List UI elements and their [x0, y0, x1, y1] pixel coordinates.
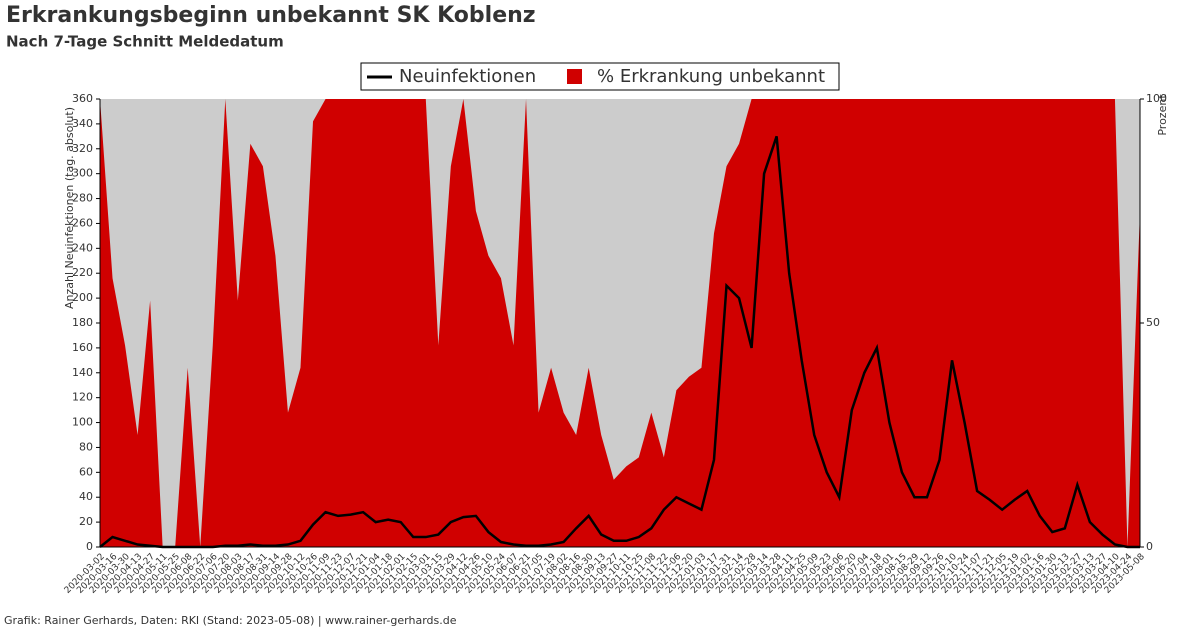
- y-tick-label: 80: [79, 440, 93, 453]
- y-tick-label: 260: [72, 216, 93, 229]
- y-tick-label: 300: [72, 167, 93, 180]
- y-tick-label: 340: [72, 117, 93, 130]
- legend-swatch: [567, 69, 582, 84]
- y2-tick-label: 50: [1146, 316, 1160, 329]
- legend-box: [360, 62, 840, 91]
- y-tick-label: 140: [72, 366, 93, 379]
- legend-label: Neuinfektionen: [399, 66, 536, 87]
- y-tick-label: 200: [72, 291, 93, 304]
- y2-tick-label: 100: [1146, 92, 1167, 105]
- y-tick-label: 0: [86, 540, 93, 553]
- y2-tick-label: 0: [1146, 540, 1153, 553]
- y-tick-label: 20: [79, 515, 93, 528]
- area: [100, 99, 1140, 547]
- y-tick-label: 100: [72, 416, 93, 429]
- y-tick-label: 280: [72, 192, 93, 205]
- y-tick-label: 40: [79, 490, 93, 503]
- line: [99, 135, 1140, 549]
- y-tick-label: 240: [72, 241, 93, 254]
- chart-title: Erkrankungsbeginn unbekannt SK Koblenz: [6, 3, 536, 28]
- y-tick-label: 160: [72, 341, 93, 354]
- chart-subtitle: Nach 7-Tage Schnitt Meldedatum: [6, 33, 284, 51]
- y-tick-label: 120: [72, 391, 93, 404]
- y-tick-label: 220: [72, 266, 93, 279]
- y-tick-label: 320: [72, 142, 93, 155]
- y-tick-label: 60: [79, 465, 93, 478]
- y2-axis-label: Prozent: [1156, 94, 1169, 136]
- y-axis-label: Anzahl Neuinfektionen (tag. absolut): [63, 107, 76, 309]
- footer: Grafik: Rainer Gerhards, Daten: RKI (Sta…: [4, 614, 457, 627]
- y-tick-label: 180: [72, 316, 93, 329]
- legend-label: % Erkrankung unbekannt: [597, 66, 825, 87]
- y-tick-label: 360: [72, 92, 93, 105]
